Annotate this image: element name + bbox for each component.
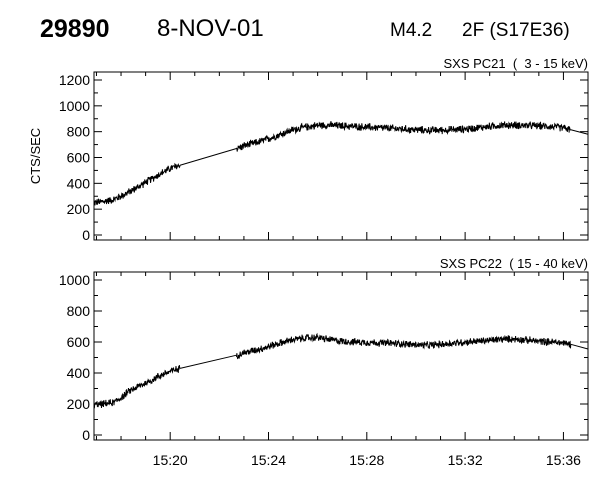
interpolated-gap-line: [570, 129, 589, 135]
count-rate-series: [236, 332, 572, 360]
y-tick-label: 800: [67, 124, 91, 140]
plot-frame: [93, 271, 589, 441]
interpolated-gap-line: [570, 343, 589, 350]
x-tick-label: 15:28: [349, 452, 384, 468]
y-tick-label: 0: [82, 227, 90, 243]
event-id: 29890: [40, 15, 110, 43]
panel-title: SXS PC22 ( 15 - 40 keV): [440, 256, 588, 271]
event-date: 8-NOV-01: [157, 15, 264, 42]
y-tick-label: 400: [67, 175, 91, 191]
y-tick-label: 0: [82, 427, 90, 443]
count-rate-series: [93, 364, 181, 409]
y-tick-label: 1000: [59, 98, 90, 114]
y-tick-label: 1000: [59, 272, 90, 288]
x-tick-label: 15:24: [251, 452, 286, 468]
x-tick-label: 15:36: [546, 452, 581, 468]
y-tick-label: 600: [67, 150, 91, 166]
panel-2: 0 200 400 600 800 1000 15:20 15:24 15:28 15:32 15:…: [59, 256, 589, 468]
panel-1: 0 200 400 600 800 1000 1200 SXS PC21 ( 3 - 15 k…: [28, 56, 589, 243]
x-tick-label: 15:20: [153, 452, 188, 468]
interpolated-gap-line: [179, 147, 237, 166]
plot-frame: [93, 71, 589, 241]
y-tick-label: 200: [67, 396, 91, 412]
goes-class: M4.2: [390, 20, 433, 41]
optical-class-location: 2F (S17E36): [462, 20, 570, 41]
y-tick-label: 800: [67, 303, 91, 319]
y-axis-label: CTS/SEC: [28, 128, 43, 184]
y-tick-label: 1200: [59, 72, 90, 88]
y-tick-label: 200: [67, 201, 91, 217]
y-tick-label: 400: [67, 365, 91, 381]
count-rate-series: [236, 121, 572, 152]
y-tick-label: 600: [67, 334, 91, 350]
x-tick-label: 15:32: [448, 452, 483, 468]
count-rate-series: [93, 162, 181, 206]
panel-title: SXS PC21 ( 3 - 15 keV): [443, 56, 588, 71]
interpolated-gap-line: [179, 354, 237, 369]
